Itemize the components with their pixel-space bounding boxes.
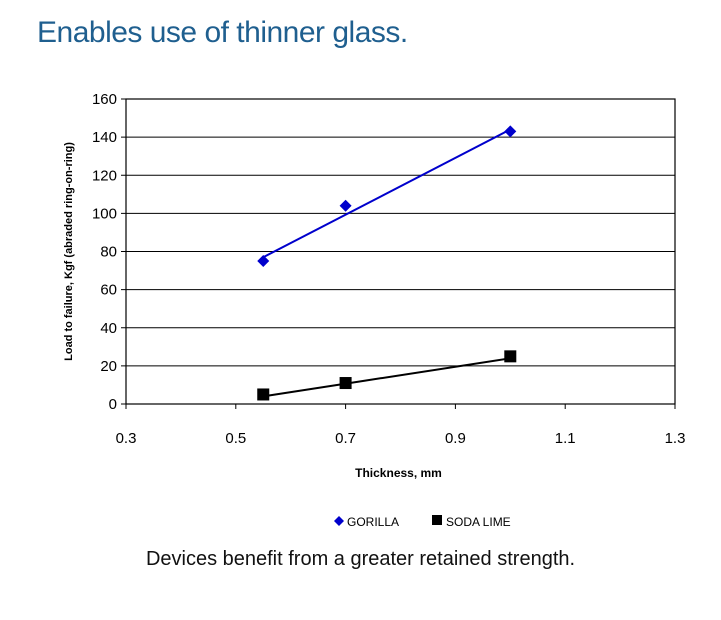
x-axis-label: Thickness, mm [355,466,442,480]
grid-lines [121,98,676,409]
y-tick-label: 60 [100,282,117,299]
gorilla-point [339,199,352,212]
chart: 0 20 40 60 80 100 120 140 160 0.3 0.5 0.7 0.9 1.1 1.3… [63,91,686,529]
soda-lime-point [339,377,352,390]
page-title: Enables use of thinner glass. [37,16,408,49]
caption: Devices benefit from a greater retained … [145,548,576,570]
x-tick-label: 1.1 [555,430,576,447]
y-tick-label: 20 [100,358,117,375]
legend-soda-lime-marker [432,515,442,525]
y-tick-label: 80 [100,244,117,261]
y-tick-label: 120 [92,167,117,184]
x-tick-labels: 0.3 0.5 0.7 0.9 1.1 1.3 [116,430,686,447]
y-tick-label: 40 [100,320,117,337]
x-tick-label: 1.3 [665,430,686,447]
legend-gorilla-label: GORILLA [347,515,399,529]
x-tick-label: 0.7 [335,430,356,447]
gorilla-point [257,255,270,268]
y-tick-label: 100 [92,205,117,222]
y-tick-labels: 0 20 40 60 80 100 120 140 160 [92,91,117,413]
gorilla-point [504,125,517,138]
soda-lime-point [504,350,517,363]
series-layer [257,125,517,401]
y-tick-label: 0 [109,396,117,413]
legend-soda-lime-label: SODA LIME [446,515,511,529]
soda-lime-point [257,388,270,401]
x-tick-label: 0.9 [445,430,466,447]
soda-lime-trendline [263,357,511,398]
legend-gorilla-marker [334,516,344,526]
y-axis-label: Load to failure, Kgf (abraded ring-on-ri… [63,142,75,361]
y-tick-label: 140 [92,129,117,146]
x-tick-label: 0.3 [116,430,137,447]
gorilla-trendline [262,128,511,259]
plot-area-border [125,98,676,405]
x-tick-label: 0.5 [225,430,246,447]
legend: GORILLA SODA LIME [334,515,511,529]
y-tick-label: 160 [92,91,117,108]
